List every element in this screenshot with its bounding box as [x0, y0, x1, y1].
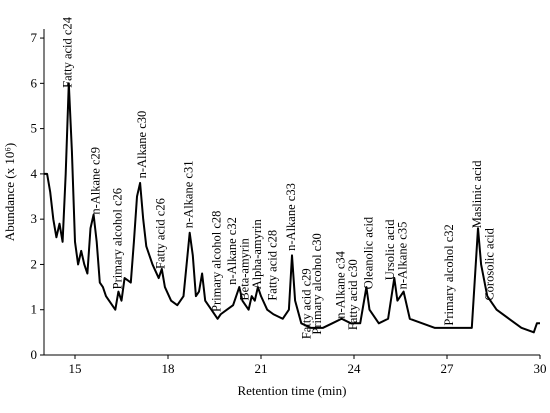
peak-label: Fatty acid c29	[299, 268, 313, 339]
y-tick-label: 5	[31, 121, 38, 136]
peak-label: Fatty acid c26	[154, 198, 168, 269]
peak-label: Maslinic acid	[470, 160, 484, 228]
y-tick-label: 1	[31, 302, 38, 317]
x-tick-label: 21	[255, 361, 268, 376]
x-tick-label: 27	[441, 361, 455, 376]
x-tick-label: 18	[162, 361, 175, 376]
x-tick-label: 15	[69, 361, 82, 376]
y-tick-label: 4	[31, 166, 38, 181]
peak-label: Fatty acid c30	[346, 259, 360, 330]
peak-label: Primary alcohol c30	[310, 233, 324, 334]
peak-label: Oleanolic acid	[361, 216, 375, 289]
y-tick-label: 0	[31, 347, 38, 362]
peak-label: Primary alcohol c32	[442, 224, 456, 325]
y-axis-label: Abundance (x 10⁶)	[2, 143, 17, 241]
y-tick-label: 2	[31, 256, 38, 271]
x-tick-label: 30	[534, 361, 547, 376]
y-tick-label: 7	[31, 30, 38, 45]
x-tick-label: 24	[348, 361, 362, 376]
peak-label: Fatty acid c28	[265, 230, 279, 301]
peak-label: n-Alkane c35	[395, 222, 409, 290]
peak-label: n-Alkane c31	[182, 161, 196, 229]
peak-label: n-Alkane c33	[284, 183, 298, 251]
y-tick-label: 3	[31, 211, 38, 226]
peak-label: n-Alkane c32	[225, 217, 239, 285]
peak-label: Beta-amyrin	[237, 237, 251, 300]
peak-label: n-Alkane c34	[333, 250, 347, 318]
peak-label: Corosolic acid	[482, 227, 496, 300]
peak-label: Primary alcohol c26	[110, 188, 124, 289]
peak-label: Fatty acid c24	[61, 16, 75, 88]
peak-label: n-Alkane c29	[89, 147, 103, 215]
y-tick-label: 6	[31, 75, 38, 90]
peak-label: n-Alkane c30	[135, 111, 149, 179]
peak-label: Ursolic acid	[383, 219, 397, 280]
x-axis-label: Retention time (min)	[237, 383, 346, 398]
peak-label: Primary alcohol c28	[209, 211, 223, 312]
peak-label: Alpha-amyrin	[250, 218, 264, 289]
trace-line	[44, 82, 540, 334]
